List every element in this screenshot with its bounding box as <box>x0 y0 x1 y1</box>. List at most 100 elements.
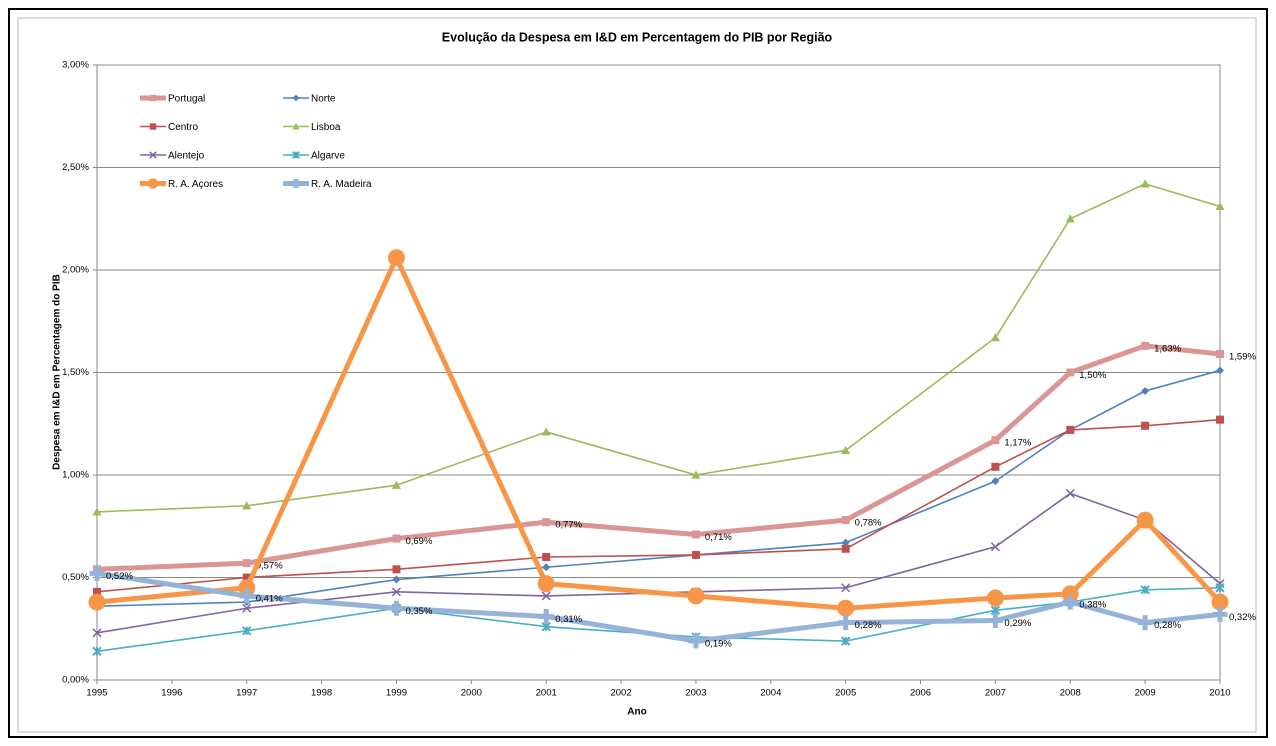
marker <box>1062 594 1078 610</box>
y-tick-label: 1,50% <box>62 367 89 378</box>
marker <box>541 621 551 632</box>
series-line <box>96 183 1221 513</box>
marker <box>991 462 1000 471</box>
marker <box>92 646 102 657</box>
chart-title: Evolução da Despesa em I&D em Percentage… <box>442 30 833 44</box>
marker <box>1066 425 1075 434</box>
marker <box>1141 386 1150 395</box>
x-tick-label: 2003 <box>685 688 706 699</box>
marker <box>149 123 157 130</box>
y-axis-title: Despesa em I&D em Percentagem do PIB <box>52 274 63 470</box>
series-line <box>96 570 1221 644</box>
x-tick-label: 1997 <box>236 688 257 699</box>
marker <box>291 179 301 188</box>
marker <box>1216 415 1224 424</box>
marker <box>1137 615 1153 631</box>
marker <box>242 573 251 582</box>
x-tick-label: 2010 <box>1209 688 1230 699</box>
x-tick-label: 2006 <box>910 688 931 699</box>
marker <box>838 615 854 631</box>
data-label: 0,28% <box>855 620 882 631</box>
marker <box>837 599 855 617</box>
x-tick-label: 2007 <box>985 688 1006 699</box>
series-line <box>96 418 1221 593</box>
legend-label: R. A. Açores <box>168 179 223 190</box>
series-line <box>96 255 1222 611</box>
marker <box>1140 179 1150 188</box>
x-tick-label: 2002 <box>610 688 631 699</box>
x-tick-label: 1996 <box>161 688 182 699</box>
data-label: 0,71% <box>705 532 732 543</box>
data-label: 0,52% <box>106 571 133 582</box>
data-label: 0,38% <box>1079 600 1106 611</box>
data-label: 0,41% <box>256 593 283 604</box>
marker <box>1216 366 1224 375</box>
data-label: 0,28% <box>1154 620 1181 631</box>
marker <box>991 477 1000 486</box>
data-label: 0,29% <box>1004 618 1031 629</box>
marker <box>92 507 102 516</box>
marker <box>990 542 1000 552</box>
data-label: 0,78% <box>855 518 882 529</box>
marker <box>841 516 850 525</box>
marker <box>987 613 1003 629</box>
data-label: 1,63% <box>1154 343 1181 354</box>
marker <box>238 579 256 597</box>
x-tick-label: 1999 <box>386 688 407 699</box>
data-label: 1,50% <box>1079 370 1106 381</box>
marker <box>1141 421 1150 430</box>
marker <box>1065 214 1075 223</box>
y-tick-label: 2,50% <box>62 162 89 173</box>
marker <box>986 589 1004 607</box>
marker <box>841 583 851 593</box>
marker <box>688 633 704 649</box>
data-label: 0,69% <box>405 536 432 547</box>
marker <box>242 559 251 568</box>
data-label: 1,59% <box>1229 352 1256 363</box>
marker <box>242 501 252 510</box>
x-tick-label: 2009 <box>1135 688 1156 699</box>
marker <box>841 445 851 454</box>
data-label: 1,17% <box>1004 438 1031 449</box>
marker <box>542 563 551 572</box>
marker <box>840 636 851 646</box>
marker <box>93 587 101 596</box>
marker <box>292 122 300 130</box>
marker <box>990 333 1000 342</box>
data-label: 0,19% <box>705 639 732 650</box>
marker <box>1140 585 1150 595</box>
marker <box>1061 585 1079 603</box>
legend-label: Centro <box>168 122 198 133</box>
marker <box>392 534 401 543</box>
marker <box>1065 488 1075 498</box>
marker <box>1141 341 1150 350</box>
x-tick-label: 2005 <box>835 688 856 699</box>
marker <box>1212 606 1228 622</box>
marker <box>387 249 405 267</box>
marker <box>149 94 157 102</box>
marker <box>388 600 404 616</box>
x-tick-label: 1998 <box>311 688 332 699</box>
marker <box>292 94 300 102</box>
marker <box>537 575 555 593</box>
marker <box>242 626 252 636</box>
marker <box>541 591 551 601</box>
marker <box>391 480 401 489</box>
data-label: 0,32% <box>1229 612 1256 623</box>
marker <box>149 151 157 159</box>
marker <box>1136 511 1154 529</box>
marker <box>1215 583 1225 593</box>
marker <box>841 538 850 547</box>
data-label: 0,31% <box>555 614 582 625</box>
x-tick-label: 2001 <box>536 688 557 699</box>
legend-label: Norte <box>311 94 336 105</box>
marker <box>1066 368 1075 377</box>
marker <box>687 587 705 605</box>
x-tick-label: 1995 <box>86 688 107 699</box>
marker <box>538 608 554 624</box>
legend-label: Lisboa <box>311 122 341 133</box>
marker <box>541 427 551 436</box>
x-tick-label: 2004 <box>760 688 781 699</box>
x-axis-title: Ano <box>627 707 646 718</box>
